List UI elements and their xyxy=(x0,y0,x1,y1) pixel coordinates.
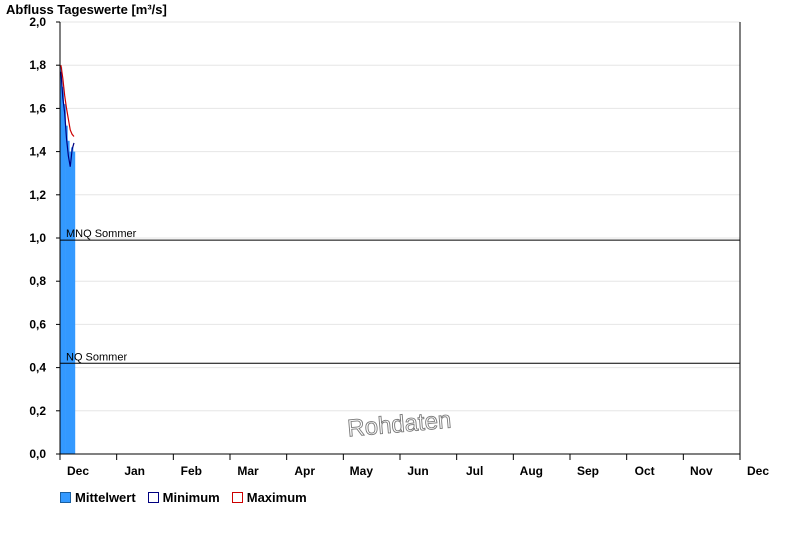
mittelwert-bar xyxy=(67,140,70,455)
y-tick-label: 0,0 xyxy=(29,447,46,461)
mittelwert-bar xyxy=(65,125,68,455)
y-tick-label: 0,6 xyxy=(29,317,46,331)
y-tick-label: 2,0 xyxy=(29,15,46,29)
y-tick-label: 0,8 xyxy=(29,274,46,288)
x-tick-label: May xyxy=(350,464,374,478)
plot-area xyxy=(60,65,76,455)
legend-swatch-maximum xyxy=(231,492,243,503)
x-axis: Dec Jan Feb Mar Apr May Jun Jul Aug Sep Oct Nov Dec xyxy=(56,453,769,478)
x-tick-label: Apr xyxy=(294,464,315,478)
mittelwert-bar xyxy=(61,86,65,455)
y-tick-label: 1,8 xyxy=(29,58,46,72)
x-tick-label: Dec xyxy=(67,464,89,478)
x-tick-label: Jan xyxy=(124,464,145,478)
y-tick-label: 1,6 xyxy=(29,101,46,115)
legend-swatch-minimum xyxy=(147,492,159,503)
gridlines xyxy=(60,21,740,412)
x-tick-label: Mar xyxy=(237,464,259,478)
watermark-text: Rohdaten xyxy=(346,407,452,443)
x-tick-label: Aug xyxy=(520,464,543,478)
legend-label-minimum: Minimum xyxy=(162,490,220,505)
y-tick-label: 0,4 xyxy=(29,361,46,375)
minimum-line xyxy=(60,71,75,167)
reference-line-label: MNQ Sommer xyxy=(66,228,137,240)
x-tick-label: Oct xyxy=(635,464,655,478)
chart-title: Abfluss Tageswerte [m³/s] xyxy=(6,2,167,17)
y-tick-label: 1,0 xyxy=(29,231,46,245)
legend-label-maximum: Maximum xyxy=(246,490,307,505)
x-tick-label: Jun xyxy=(407,464,428,478)
legend-item-minimum: Minimum xyxy=(147,490,220,505)
x-tick-label: Sep xyxy=(577,464,599,478)
legend-item-mittelwert: Mittelwert xyxy=(60,490,136,505)
y-tick-label: 1,2 xyxy=(29,188,46,202)
y-axis: 2,0 1,8 1,6 1,4 1,2 1,0 0,8 0,6 0,4 0,2 0,0 xyxy=(29,15,741,461)
mittelwert-bar xyxy=(60,67,63,455)
legend-label-mittelwert: Mittelwert xyxy=(75,490,136,505)
y-tick-label: 0,2 xyxy=(29,404,46,418)
legend: Mittelwert Minimum Maximum xyxy=(60,490,307,505)
reference-lines: MNQ Sommer NQ Sommer xyxy=(60,228,740,364)
x-tick-label: Dec xyxy=(747,464,769,478)
maximum-line xyxy=(60,65,75,137)
legend-item-maximum: Maximum xyxy=(231,490,307,505)
x-tick-label: Nov xyxy=(690,464,713,478)
y-tick-label: 1,4 xyxy=(29,145,46,159)
mittelwert-bar xyxy=(73,151,76,454)
discharge-chart: Abfluss Tageswerte [m³/s] 2,0 1,8 1,6 1,4 1,… xyxy=(6,2,769,478)
x-tick-label: Jul xyxy=(466,464,483,478)
mittelwert-bar xyxy=(69,151,72,454)
mittelwert-bar xyxy=(63,104,66,454)
mittelwert-bar xyxy=(71,147,74,454)
legend-swatch-mittelwert xyxy=(60,492,71,503)
reference-line-label: NQ Sommer xyxy=(66,351,127,363)
x-tick-label: Feb xyxy=(181,464,202,478)
